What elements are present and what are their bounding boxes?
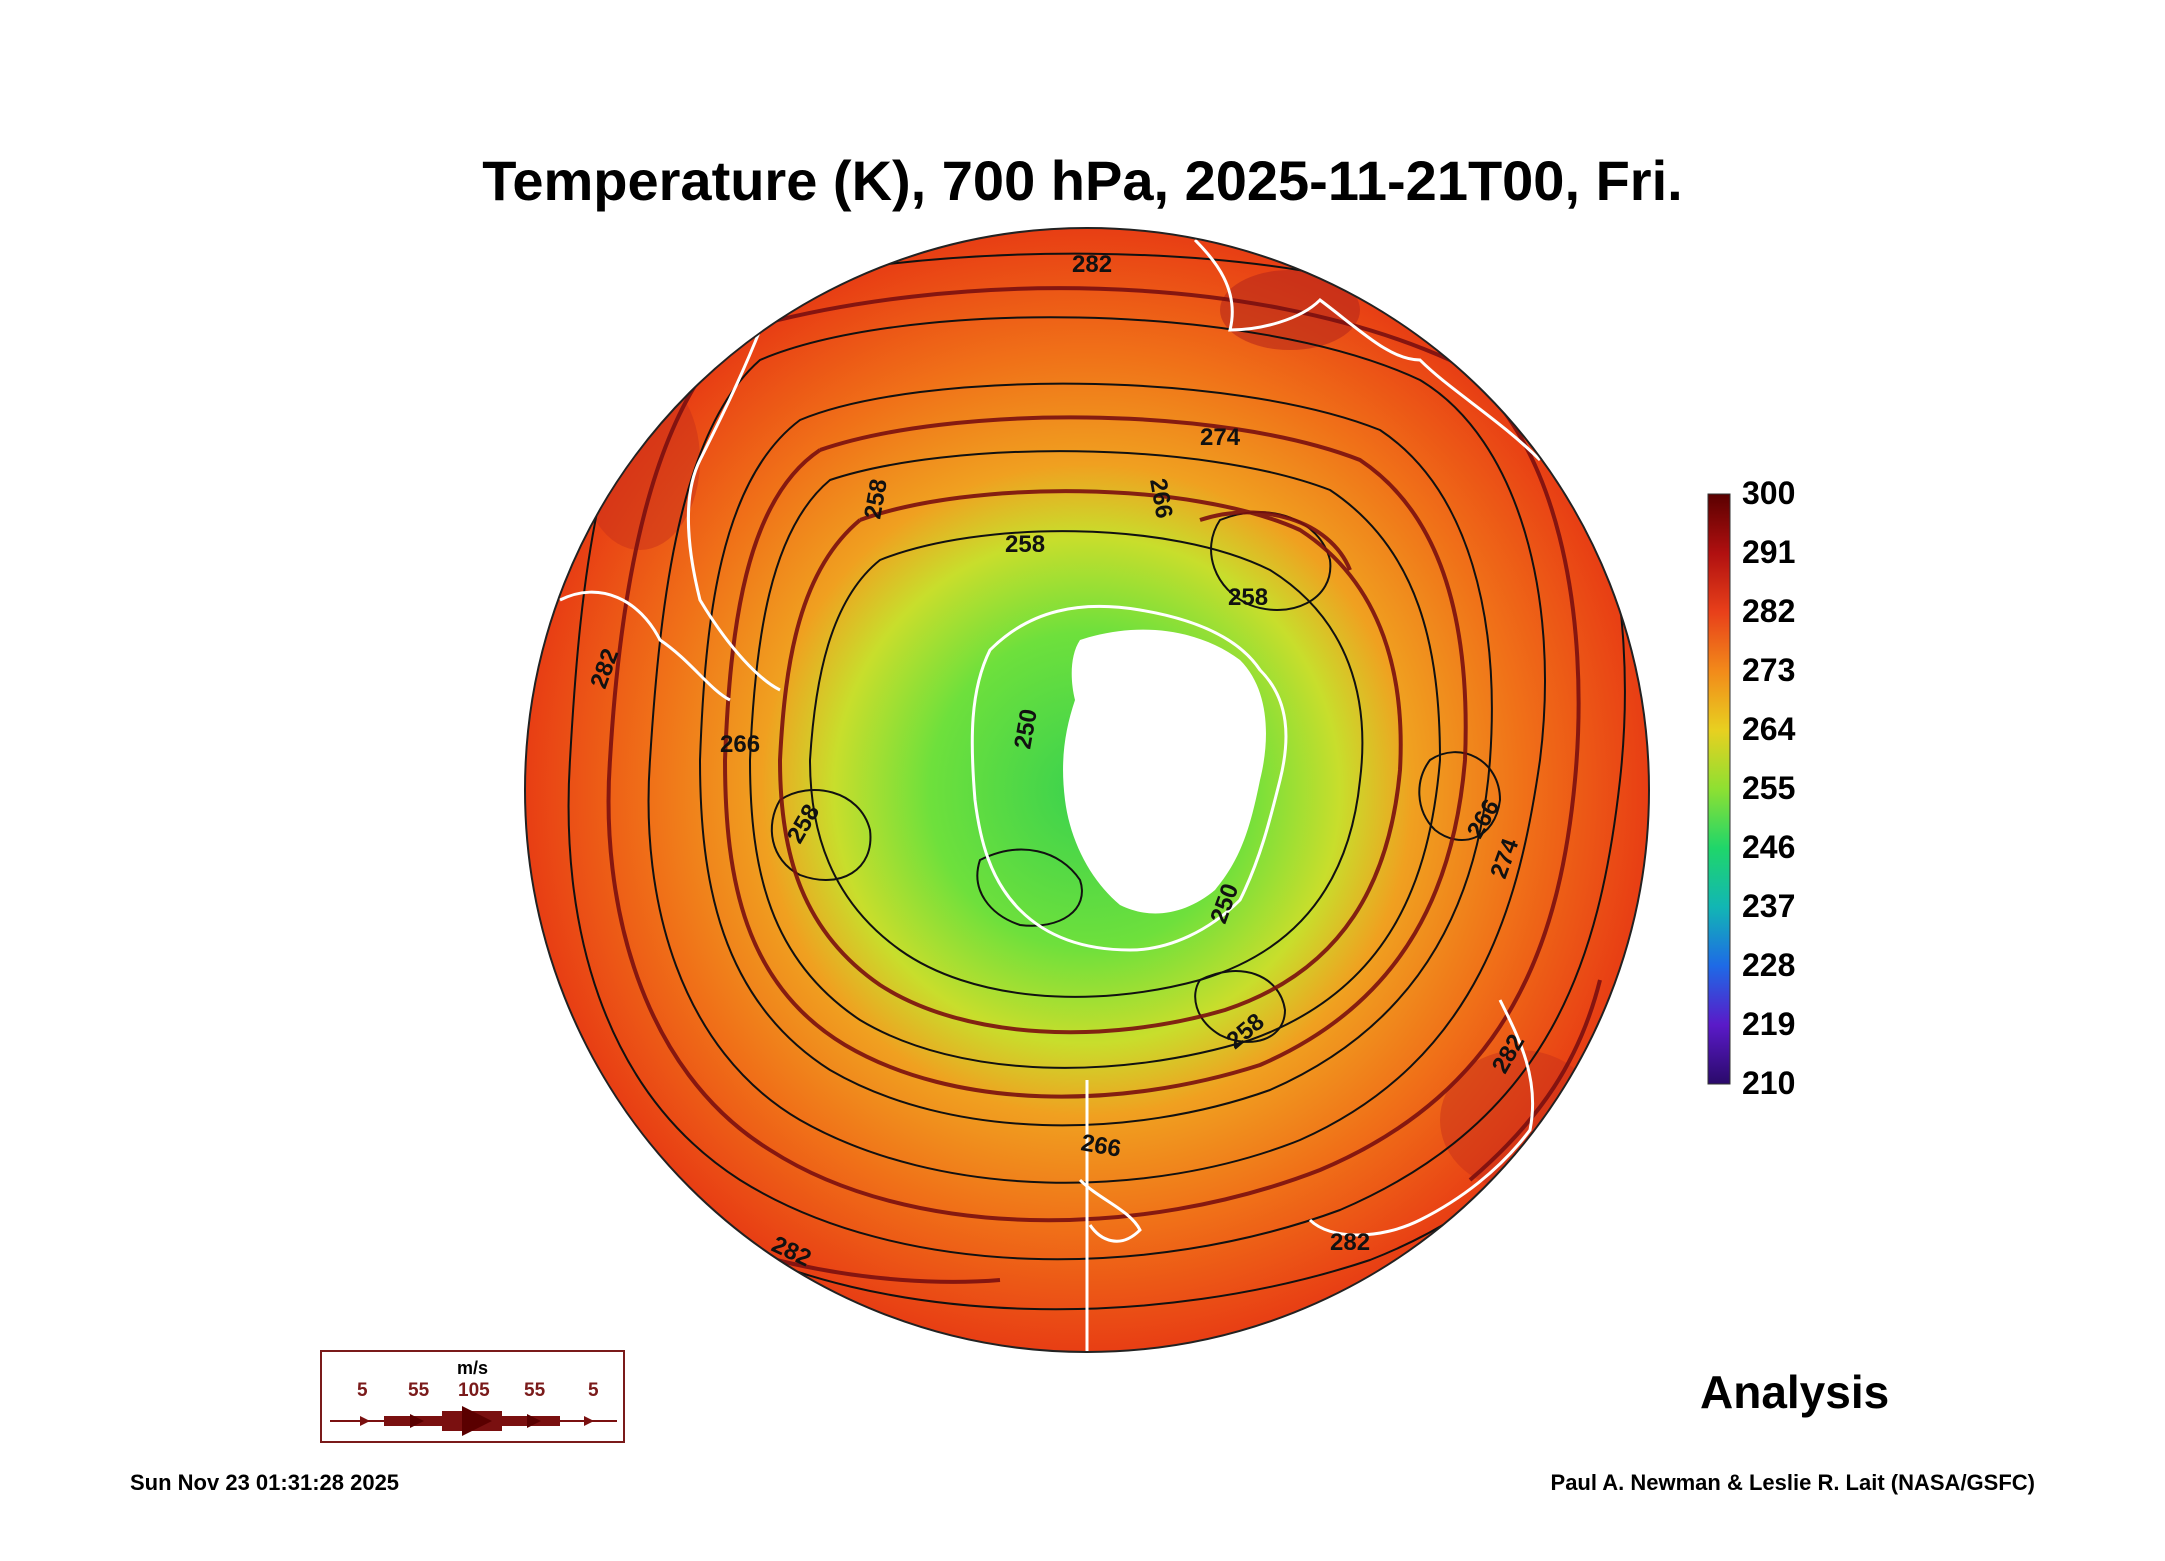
colorbar-label: 246 [1742,829,1796,865]
legend-unit: m/s [456,1358,489,1378]
colorbar-label: 264 [1742,711,1796,747]
timestamp: Sun Nov 23 01:31:28 2025 [130,1470,400,1495]
colorbar-label: 228 [1742,947,1796,983]
contour-label: 258 [1228,584,1268,611]
map-title: Temperature (K), 700 hPa, 2025-11-21T00,… [482,149,1683,212]
legend-value: 105 [458,1380,490,1401]
colorbar-label: 255 [1742,770,1796,806]
credit: Paul A. Newman & Leslie R. Lait (NASA/GS… [1550,1470,2035,1495]
map-border [524,227,1650,1353]
legend-value: 5 [357,1380,368,1401]
legend-value: 55 [408,1380,430,1401]
colorbar-label: 282 [1742,593,1796,629]
coastlines [559,238,1542,1352]
analysis-label: Analysis [1700,1366,1890,1418]
wind-streamlines [598,286,1602,1284]
colorbar [1707,493,1731,1085]
legend-arrow [330,1406,617,1436]
colorbar-label: 300 [1742,475,1796,511]
wind-speed-legend: m/s 5 55 105 55 5 [320,1350,625,1443]
colorbar-label: 273 [1742,652,1796,688]
contour-label: 258 [1005,531,1045,558]
legend-value: 5 [588,1380,599,1401]
antarctica-mask [1063,629,1266,914]
contour-label: 266 [720,731,760,758]
colorbar-label: 291 [1742,534,1796,570]
contour-label: 274 [1200,424,1241,451]
colorbar-label: 210 [1742,1065,1796,1101]
contour-label: 282 [1330,1229,1370,1256]
legend-value: 55 [524,1380,546,1401]
colorbar-label: 219 [1742,1006,1796,1042]
contour-label: 282 [1072,251,1112,278]
colorbar-label: 237 [1742,888,1796,924]
